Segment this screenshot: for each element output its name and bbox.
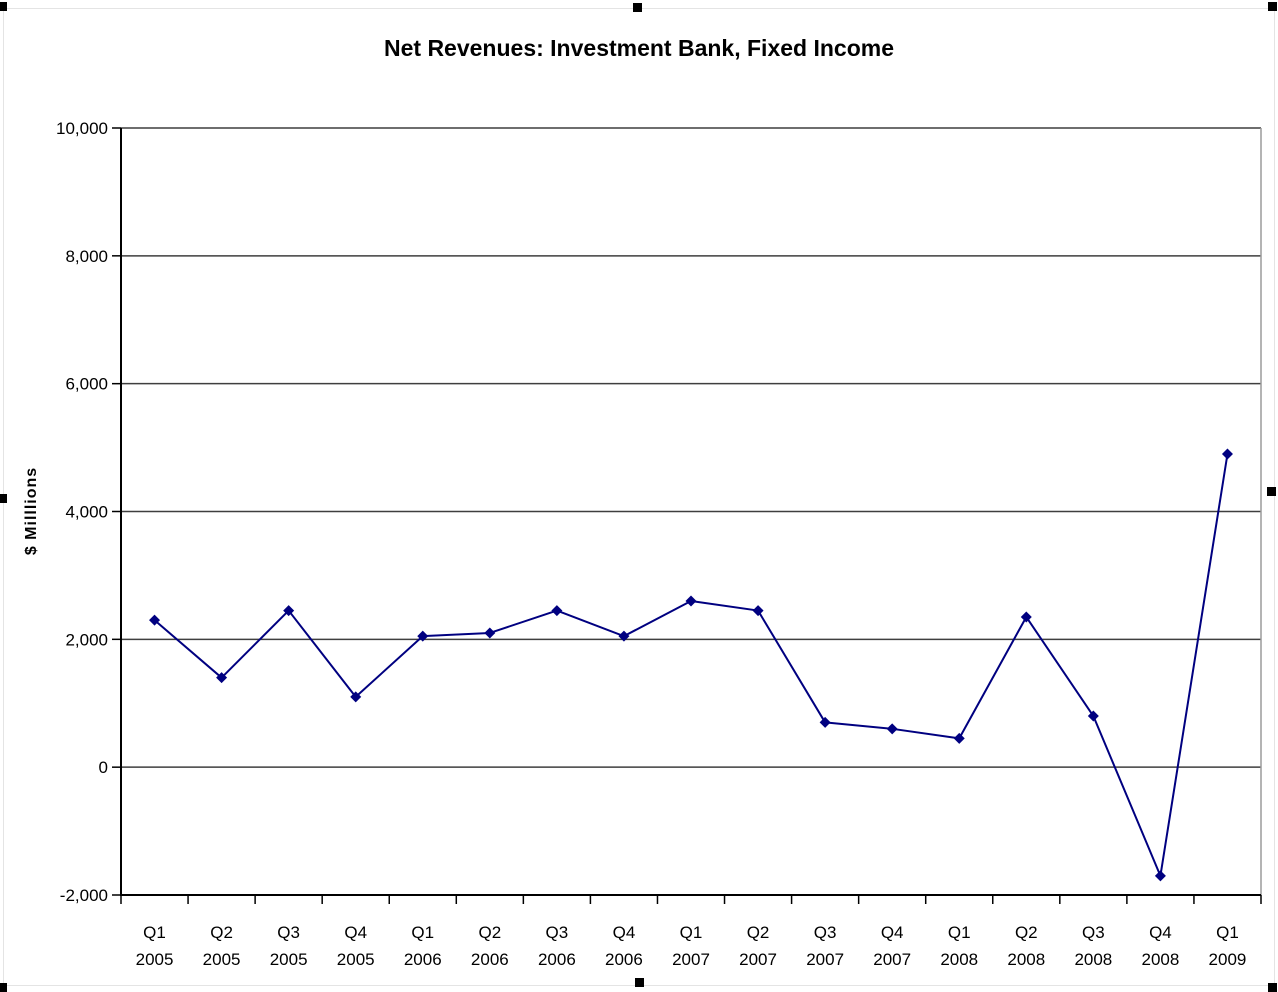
y-axis-tick-label: 0 bbox=[99, 758, 108, 777]
x-axis-label-year: 2007 bbox=[672, 950, 710, 969]
x-axis-label-quarter: Q3 bbox=[814, 923, 837, 942]
x-axis-label-quarter: Q1 bbox=[411, 923, 434, 942]
x-axis-label-quarter: Q2 bbox=[210, 923, 233, 942]
x-axis-label-quarter: Q2 bbox=[478, 923, 501, 942]
data-point-marker bbox=[149, 614, 161, 626]
y-axis-tick-label: 8,000 bbox=[65, 247, 108, 266]
selection-handle-bottom-left[interactable] bbox=[0, 983, 7, 992]
x-axis-label-quarter: Q2 bbox=[1015, 923, 1038, 942]
x-axis-label-year: 2009 bbox=[1209, 950, 1247, 969]
x-axis-label-year: 2005 bbox=[203, 950, 241, 969]
series-line bbox=[153, 452, 1229, 877]
y-axis-tick-label: 4,000 bbox=[65, 503, 108, 522]
selection-handle-top-right[interactable] bbox=[1268, 2, 1277, 11]
data-point-marker bbox=[1154, 870, 1166, 882]
data-point-marker bbox=[417, 630, 429, 642]
data-point-marker bbox=[216, 672, 228, 684]
x-axis-label-year: 2008 bbox=[1007, 950, 1045, 969]
selection-handle-middle-right[interactable] bbox=[1267, 487, 1276, 496]
x-axis-label-year: 2008 bbox=[1141, 950, 1179, 969]
x-axis-label-year: 2007 bbox=[739, 950, 777, 969]
selection-handle-middle-left[interactable] bbox=[0, 494, 7, 503]
data-point-marker bbox=[685, 595, 697, 607]
data-point-marker bbox=[350, 691, 362, 703]
selection-handle-top-center[interactable] bbox=[633, 3, 642, 12]
data-point-marker bbox=[618, 630, 630, 642]
x-axis-label-year: 2005 bbox=[337, 950, 375, 969]
chart-title: Net Revenues: Investment Bank, Fixed Inc… bbox=[384, 35, 894, 61]
x-axis-label-quarter: Q3 bbox=[277, 923, 300, 942]
data-point-marker bbox=[1221, 448, 1233, 460]
data-point-marker bbox=[1020, 611, 1032, 623]
data-point-marker bbox=[551, 605, 563, 617]
x-axis-label-year: 2006 bbox=[404, 950, 442, 969]
x-axis-label-year: 2008 bbox=[940, 950, 978, 969]
data-point-marker bbox=[819, 716, 831, 728]
x-axis-label-year: 2007 bbox=[806, 950, 844, 969]
data-point-marker bbox=[1087, 710, 1099, 722]
x-axis-label-quarter: Q1 bbox=[1216, 923, 1239, 942]
x-axis-label-quarter: Q3 bbox=[1082, 923, 1105, 942]
data-point-marker bbox=[886, 723, 898, 735]
y-axis-tick-label: 10,000 bbox=[56, 119, 108, 138]
x-axis-label-year: 2005 bbox=[136, 950, 174, 969]
x-axis-label-year: 2008 bbox=[1074, 950, 1112, 969]
x-axis-label-year: 2005 bbox=[270, 950, 308, 969]
x-axis-label-year: 2006 bbox=[538, 950, 576, 969]
x-axis-label-year: 2007 bbox=[873, 950, 911, 969]
x-axis-label-quarter: Q4 bbox=[344, 923, 367, 942]
y-axis-tick-label: 6,000 bbox=[65, 375, 108, 394]
x-axis-label-year: 2006 bbox=[605, 950, 643, 969]
selection-handle-bottom-right[interactable] bbox=[1268, 983, 1277, 992]
selection-handle-top-left[interactable] bbox=[0, 2, 7, 11]
x-axis-label-quarter: Q3 bbox=[546, 923, 569, 942]
x-axis-label-quarter: Q1 bbox=[948, 923, 971, 942]
y-axis-tick-label: 2,000 bbox=[65, 630, 108, 649]
x-axis-label-year: 2006 bbox=[471, 950, 509, 969]
data-point-marker bbox=[752, 605, 764, 617]
data-point-marker bbox=[484, 627, 496, 639]
x-axis-label-quarter: Q1 bbox=[143, 923, 166, 942]
x-axis-label-quarter: Q2 bbox=[747, 923, 770, 942]
data-point-marker bbox=[283, 605, 295, 617]
x-axis-label-quarter: Q4 bbox=[613, 923, 636, 942]
data-point-marker bbox=[953, 732, 965, 744]
x-axis-label-quarter: Q4 bbox=[1149, 923, 1172, 942]
selection-handle-bottom-center[interactable] bbox=[635, 978, 644, 987]
y-axis-tick-label: -2,000 bbox=[60, 886, 108, 905]
x-axis-label-quarter: Q1 bbox=[680, 923, 703, 942]
x-axis-label-quarter: Q4 bbox=[881, 923, 904, 942]
